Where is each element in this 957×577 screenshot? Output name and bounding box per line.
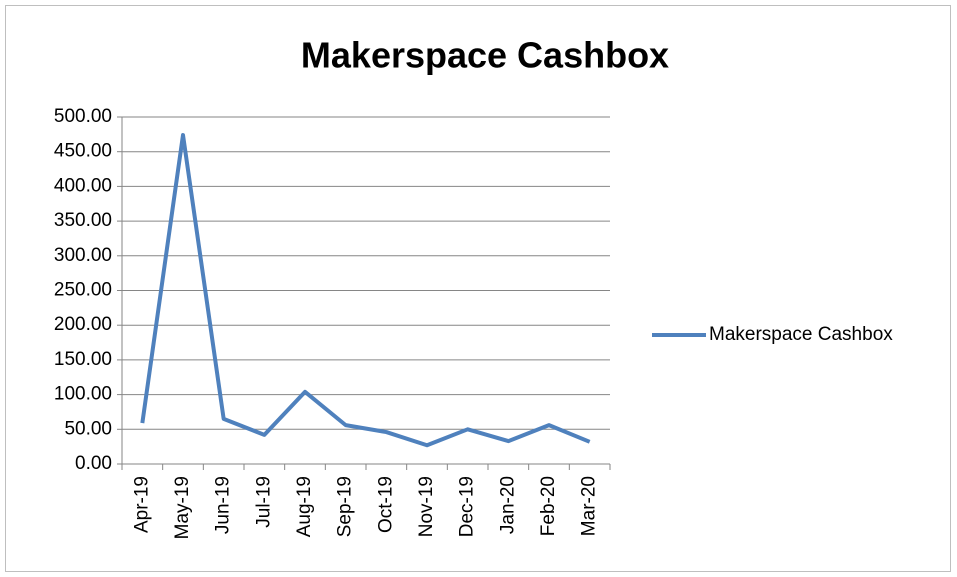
y-tick-label: 150.00 [54, 349, 112, 370]
x-tick-label: Sep-19 [335, 476, 356, 537]
x-tick-label: Apr-19 [131, 476, 152, 533]
y-tick-label: 300.00 [54, 245, 112, 266]
x-tick-label: Oct-19 [375, 476, 396, 533]
x-tick-label: Nov-19 [416, 476, 437, 537]
x-tick-label: May-19 [172, 476, 193, 539]
x-tick-label: Mar-20 [579, 476, 600, 536]
x-tick-label: Jul-19 [253, 476, 274, 528]
chart-title: Makerspace Cashbox [301, 35, 669, 76]
y-tick-label: 450.00 [54, 141, 112, 162]
x-tick-label: Dec-19 [457, 476, 478, 537]
y-tick-label: 500.00 [54, 106, 112, 127]
y-tick-label: 250.00 [54, 280, 112, 301]
y-tick-label: 50.00 [64, 418, 112, 439]
x-tick-label: Jun-19 [213, 476, 234, 534]
y-tick-label: 400.00 [54, 175, 112, 196]
x-tick-label: Aug-19 [294, 476, 315, 537]
x-tick-label: Feb-20 [538, 476, 559, 536]
legend-label: Makerspace Cashbox [709, 324, 893, 345]
y-tick-label: 0.00 [75, 453, 112, 474]
y-tick-label: 200.00 [54, 314, 112, 335]
y-tick-label: 100.00 [54, 384, 112, 405]
series-line [140, 133, 591, 448]
y-tick-label: 350.00 [54, 210, 112, 231]
x-tick-label: Jan-20 [497, 476, 518, 534]
